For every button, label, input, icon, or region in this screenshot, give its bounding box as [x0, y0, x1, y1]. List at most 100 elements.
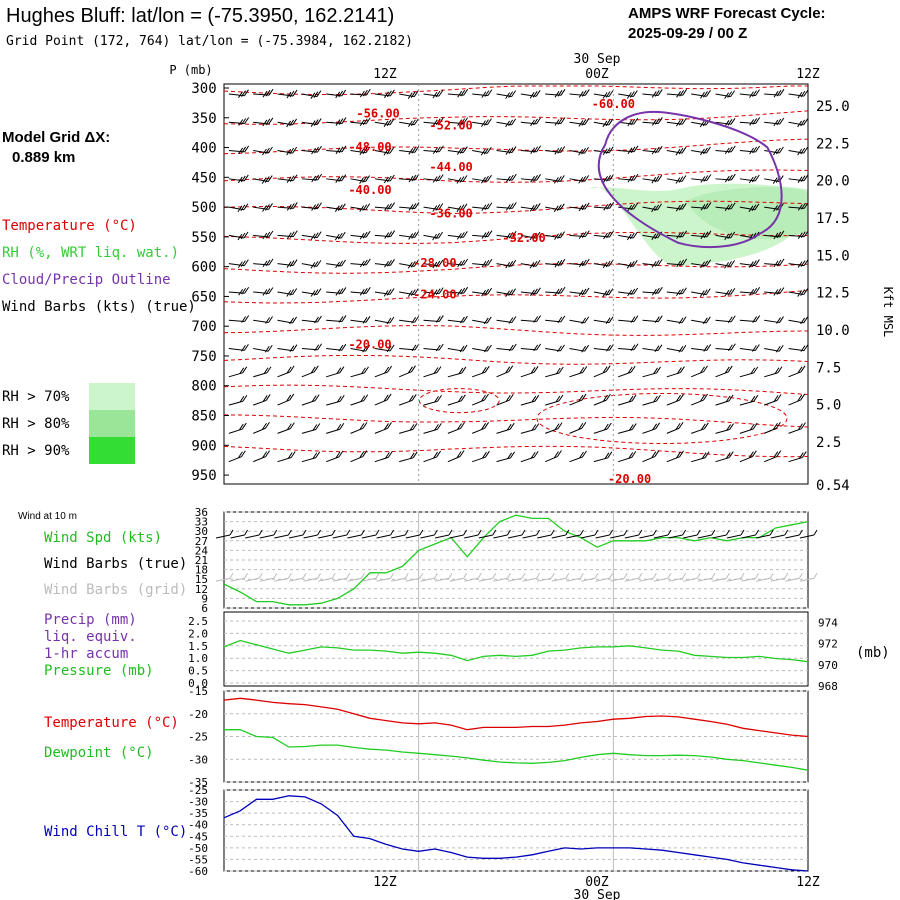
- wind-barb-flag: [554, 148, 560, 155]
- wind-barb-flag: [752, 118, 758, 125]
- wind-barb: [739, 456, 753, 463]
- wind-barb-flag: [265, 450, 271, 457]
- wind-barb-true-flag: [813, 529, 818, 536]
- wind-barb: [350, 427, 364, 434]
- wind-barb-flag: [508, 147, 514, 154]
- height-tick: 17.5: [816, 211, 850, 227]
- wind-barb-flag: [651, 261, 657, 268]
- wind-barb-flag: [779, 88, 785, 96]
- wind-barb-flag: [557, 287, 563, 295]
- wind-barb-flag: [362, 204, 368, 211]
- wind-barb-flag: [679, 90, 685, 97]
- temperature-contour: [223, 110, 809, 125]
- wind-barb-flag: [557, 232, 562, 239]
- wind-barb-true-flag: [579, 529, 584, 536]
- wind-barb-grid: [259, 577, 274, 582]
- wind-barb-flag: [681, 344, 687, 352]
- wind-barb-flag: [336, 423, 342, 431]
- wind-barb-flag: [481, 204, 487, 212]
- wind-barb: [593, 428, 608, 434]
- wind-barb-flag: [408, 175, 414, 183]
- wind-barb-flag: [730, 260, 735, 267]
- wind-barb-flag: [362, 118, 368, 126]
- wind-barb-true: [653, 534, 669, 539]
- wind-barb-flag: [412, 423, 418, 430]
- wind-barb-true-flag: [725, 529, 730, 536]
- wind-barb-flag: [389, 146, 395, 154]
- wind-barb-flag: [511, 288, 516, 295]
- wind-barb-flag: [313, 232, 319, 239]
- wind-barb-flag: [484, 422, 490, 429]
- wind-barb-flag: [387, 260, 392, 267]
- wind-barb-grid: [770, 577, 785, 582]
- wind-barb-flag: [535, 90, 541, 97]
- wind-barb-flag: [800, 365, 806, 373]
- wind-barb-flag: [266, 366, 272, 374]
- wind-barb-grid: [668, 577, 683, 582]
- wind-barb-grid: [391, 577, 406, 582]
- pressure-tick: 974: [818, 617, 838, 630]
- height-tick: 20.0: [816, 174, 850, 190]
- wind-barb: [447, 428, 461, 434]
- wind-barb-flag: [289, 365, 295, 373]
- wind-barb-flag: [776, 89, 782, 97]
- rh70-swatch: [89, 383, 135, 410]
- wind-barb-flag: [456, 148, 462, 155]
- wind-barb-flag: [675, 119, 681, 127]
- wind-barb-grid: [478, 577, 493, 582]
- wind-barbs-grid-legend: Wind Barbs (grid): [44, 582, 187, 598]
- wind-barb-flag: [386, 393, 392, 401]
- wind-barb-true: [449, 534, 464, 539]
- wind-barb: [228, 372, 243, 378]
- wind-barb-true-flag: [375, 529, 380, 536]
- wind-barb-flag: [511, 259, 517, 267]
- wind-barb-flag: [630, 344, 636, 352]
- y-tick: 6: [201, 602, 208, 615]
- wind-barb-grid: [303, 577, 318, 582]
- wind-barb-flag: [362, 422, 368, 429]
- wind-barb-flag: [773, 395, 779, 402]
- wind-barb-true: [697, 534, 712, 539]
- wind-barb-flag: [675, 148, 681, 156]
- wind-barb-flag: [436, 366, 442, 373]
- wind-barb-flag: [292, 89, 298, 97]
- wind-barb-flag: [292, 288, 298, 295]
- wind-barb-true: [639, 534, 654, 539]
- wind-barb-flag: [724, 204, 730, 212]
- wind-barb-flag: [803, 146, 809, 154]
- wind-barb-flag: [338, 450, 344, 458]
- y-tick: 15: [195, 573, 208, 586]
- y-tick: -50: [188, 842, 208, 855]
- wind-barb-flag: [606, 393, 611, 401]
- temperature-contour-label: -24.00: [413, 288, 456, 302]
- wind-barb-flag: [268, 230, 274, 238]
- wind-barb-flag: [407, 262, 413, 269]
- wind-barb-flag: [463, 88, 469, 96]
- wind-barb-flag: [480, 148, 486, 156]
- wind-barb-flag: [581, 176, 587, 183]
- wind-barb-flag: [681, 316, 687, 324]
- height-tick: 5.0: [816, 398, 841, 414]
- wind-barb: [618, 429, 633, 434]
- wind-barb-flag: [338, 118, 344, 125]
- wind-barb-grid-flag: [784, 572, 789, 579]
- wind-barb-flag: [457, 423, 462, 430]
- wind-barb-flag: [438, 117, 444, 124]
- wind-barb-flag: [727, 174, 733, 182]
- wind-barb-flag: [727, 232, 733, 240]
- wind-barb: [350, 400, 364, 406]
- wind-barb-flag: [727, 203, 733, 211]
- wind-barb-flag: [362, 450, 368, 457]
- wind-barb-flag: [655, 422, 661, 430]
- wind-barb-flag: [626, 262, 632, 269]
- wind-barb-flag: [310, 233, 316, 240]
- wind-barb-flag: [578, 91, 584, 98]
- wind-barb-flag: [776, 118, 782, 126]
- windchill-line: [223, 795, 809, 872]
- wind-barb-flag: [676, 91, 682, 98]
- y-tick: -30: [188, 753, 208, 766]
- wind-barb: [618, 400, 633, 406]
- wind-barb-flag: [237, 205, 243, 213]
- wind-barb-flag: [268, 117, 274, 125]
- pressure-line: [223, 639, 809, 663]
